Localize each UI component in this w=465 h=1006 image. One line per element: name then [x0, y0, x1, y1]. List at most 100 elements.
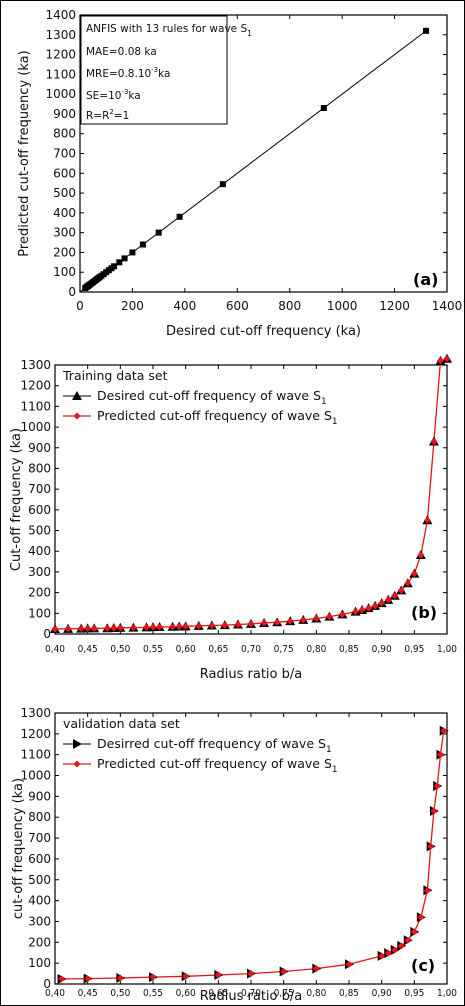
predicted-marker-1: [371, 602, 379, 610]
predicted-marker-1: [129, 624, 137, 632]
x-tick-label-1: 0,50: [110, 644, 130, 655]
y-tick-label-1: 1000: [20, 420, 51, 434]
predicted-marker-1: [149, 623, 157, 631]
y-tick-label-1: 200: [28, 586, 51, 600]
y-tick-label-2: 100: [28, 956, 51, 970]
y-axis-label-0: Predicted cut-off frequency (ka): [17, 50, 32, 256]
y-tick-label-0: 1200: [45, 48, 76, 62]
predicted-marker-1: [417, 551, 425, 559]
y-tick-label-1: 600: [28, 503, 51, 517]
stats-r: R=R2=1: [86, 108, 129, 122]
legend-title-2: validation data set: [63, 716, 180, 731]
x-tick-label-1: 0,70: [241, 644, 261, 655]
scatter-point: [129, 249, 136, 256]
scatter-point: [139, 241, 146, 248]
predicted-marker-1: [182, 622, 190, 630]
plot-frame-2: [54, 712, 448, 985]
predicted-marker-2: [423, 886, 431, 894]
predicted-marker-1: [286, 617, 294, 625]
x-tick-label-0: 600: [226, 299, 249, 313]
x-tick-label-2: 0,60: [176, 988, 196, 999]
x-tick-label-0: 0: [76, 299, 84, 313]
y-tick-label-0: 200: [53, 245, 76, 259]
y-tick-label-0: 1300: [45, 28, 76, 42]
y-tick-label-1: 900: [28, 441, 51, 455]
x-tick-label-1: 0,95: [404, 644, 424, 655]
predicted-marker-1: [51, 625, 59, 633]
predicted-marker-1: [273, 618, 281, 626]
x-tick-label-2: 0,85: [339, 988, 359, 999]
y-tick-label-0: 800: [53, 127, 76, 141]
legend-label-2: Desirred cut-off frequency of wave S1: [97, 736, 332, 755]
predicted-marker-1: [404, 579, 412, 587]
y-tick-label-2: 0: [43, 977, 51, 991]
predicted-marker-2: [384, 949, 392, 957]
y-tick-label-0: 400: [53, 206, 76, 220]
x-tick-label-1: 0,45: [78, 644, 98, 655]
fit-line: [79, 28, 429, 293]
plot-frame-1: [54, 364, 448, 635]
y-tick-label-2: 200: [28, 935, 51, 949]
scatter-point: [176, 213, 183, 220]
y-tick-label-0: 900: [53, 107, 76, 121]
x-tick-label-1: 0,75: [274, 644, 294, 655]
y-tick-label-0: 300: [53, 226, 76, 240]
x-tick-label-2: 0,45: [78, 988, 98, 999]
predicted-marker-1: [169, 623, 177, 631]
y-tick-label-1: 100: [28, 606, 51, 620]
predicted-marker-1: [260, 619, 268, 627]
predicted-marker-1: [436, 357, 444, 365]
y-tick-label-0: 500: [53, 186, 76, 200]
predicted-marker-1: [90, 624, 98, 632]
scatter-point: [320, 104, 327, 111]
y-tick-label-2: 1200: [20, 727, 51, 741]
predicted-marker-2: [149, 973, 157, 981]
x-tick-label-2: 0,50: [110, 988, 130, 999]
x-tick-label-0: 200: [121, 299, 144, 313]
predicted-marker-1: [247, 620, 255, 628]
x-tick-label-1: 0,60: [176, 644, 196, 655]
y-tick-label-2: 500: [28, 873, 51, 887]
x-tick-label-0: 1400: [432, 299, 463, 313]
y-tick-label-2: 1300: [20, 706, 51, 720]
predicted-marker-2: [280, 967, 288, 975]
predicted-marker-1: [103, 624, 111, 632]
y-tick-label-2: 1100: [20, 748, 51, 762]
predicted-marker-1: [358, 606, 366, 614]
y-tick-label-1: 400: [28, 544, 51, 558]
predicted-marker-2: [417, 913, 425, 921]
y-tick-label-2: 300: [28, 914, 51, 928]
y-tick-label-0: 1000: [45, 87, 76, 101]
predicted-marker-2: [433, 782, 441, 790]
predicted-marker-1: [397, 586, 405, 594]
legend-label-1: Predicted cut-off frequency of wave S1: [97, 408, 338, 427]
x-axis-label-1: Radius ratio b/a: [200, 667, 302, 682]
x-tick-label-2: 1,00: [437, 988, 457, 999]
predicted-marker-2: [247, 970, 255, 978]
predicted-marker-2: [58, 975, 66, 983]
panel-label-1: (b): [411, 603, 437, 622]
x-tick-label-0: 400: [173, 299, 196, 313]
x-tick-label-1: 0,85: [339, 644, 359, 655]
y-tick-label-0: 600: [53, 166, 76, 180]
legend-marker-1: [73, 412, 81, 420]
y-tick-label-1: 300: [28, 565, 51, 579]
predicted-marker-2: [410, 928, 418, 936]
x-tick-label-1: 0,55: [143, 644, 163, 655]
predicted-marker-2: [440, 727, 448, 735]
y-tick-label-1: 1200: [20, 379, 51, 393]
scatter-point: [111, 263, 118, 270]
predicted-marker-1: [423, 516, 431, 524]
x-tick-label-1: 1,00: [437, 644, 457, 655]
y-tick-label-1: 0: [43, 627, 51, 641]
y-tick-label-1: 1100: [20, 399, 51, 413]
x-tick-label-1: 0,40: [45, 644, 65, 655]
x-tick-label-0: 1000: [327, 299, 358, 313]
predicted-marker-1: [142, 623, 150, 631]
x-tick-label-2: 0,95: [404, 988, 424, 999]
x-tick-label-0: 1200: [379, 299, 410, 313]
y-tick-label-2: 700: [28, 831, 51, 845]
predicted-marker-1: [64, 625, 72, 633]
x-tick-label-1: 0,65: [208, 644, 228, 655]
